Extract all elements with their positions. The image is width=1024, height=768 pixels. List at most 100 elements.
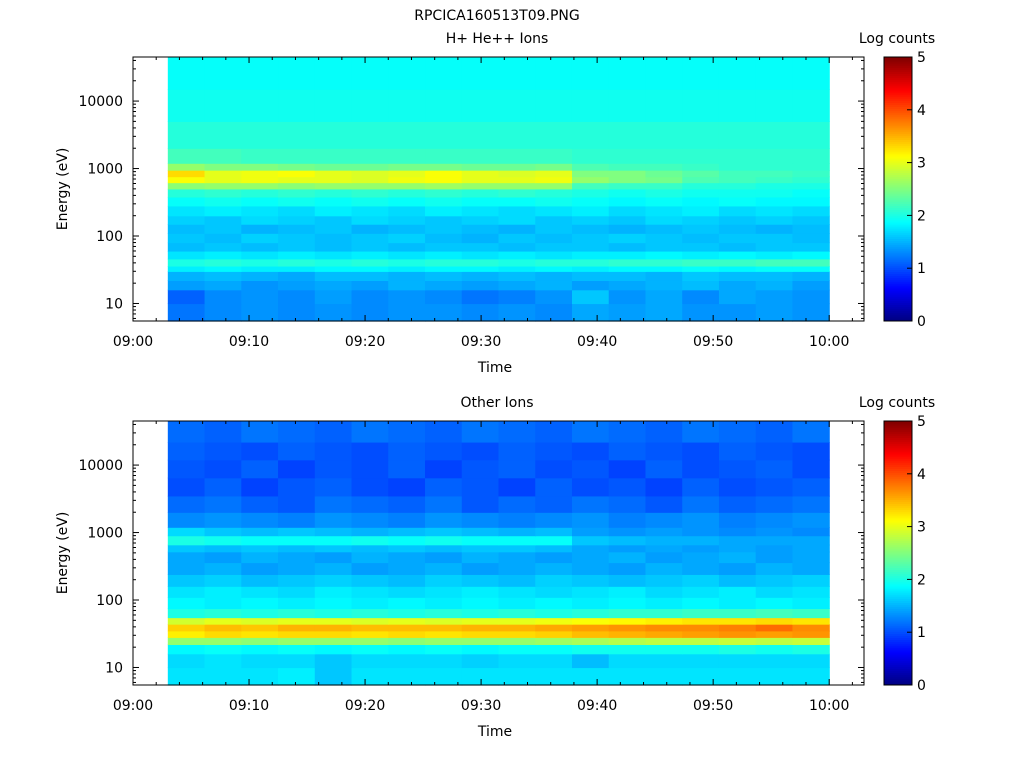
heatmap-cell xyxy=(755,89,794,122)
heatmap-cell xyxy=(608,215,647,225)
heatmap-cell xyxy=(388,637,426,645)
heatmap-cell xyxy=(204,303,242,322)
heatmap-cell xyxy=(571,644,610,655)
x-tick-label: 09:00 xyxy=(113,698,153,714)
heatmap-cell xyxy=(682,224,720,234)
colorbar-segment xyxy=(884,294,912,297)
heatmap-cell xyxy=(645,512,683,528)
heatmap-cell xyxy=(351,265,389,272)
heatmap-cell xyxy=(682,233,720,244)
heatmap-cell xyxy=(351,182,389,190)
heatmap-cell xyxy=(682,441,720,461)
colorbar-segment xyxy=(884,511,912,515)
heatmap-cell xyxy=(755,215,794,225)
heatmap-cell xyxy=(241,653,279,669)
colorbar-segment xyxy=(884,664,912,667)
colorbar-segment xyxy=(884,425,912,428)
heatmap-cell xyxy=(204,617,242,625)
heatmap-cell xyxy=(535,653,573,669)
heatmap-cell xyxy=(314,163,353,171)
heatmap-cell xyxy=(718,57,757,90)
heatmap-cell xyxy=(792,637,830,645)
heatmap-cell xyxy=(755,544,794,553)
heatmap-cell xyxy=(167,289,206,305)
heatmap-cell xyxy=(571,527,610,537)
heatmap-cell xyxy=(645,535,683,546)
colorbar-segment xyxy=(884,110,912,114)
colorbar-segment xyxy=(884,451,912,455)
heatmap-cell xyxy=(755,477,794,497)
heatmap-cell xyxy=(571,586,610,598)
colorbar-segment xyxy=(884,63,912,66)
heatmap-cell xyxy=(792,617,830,625)
heatmap-cell xyxy=(718,653,757,669)
colorbar-segment xyxy=(884,240,912,244)
heatmap-cell xyxy=(718,271,757,281)
heatmap-cell xyxy=(682,495,720,513)
colorbar-segment xyxy=(884,594,912,597)
heatmap-cell xyxy=(204,653,242,669)
heatmap-cell xyxy=(278,265,316,272)
colorbar-segment xyxy=(884,162,912,165)
colorbar-segment xyxy=(884,277,912,281)
heatmap-cell xyxy=(571,233,610,244)
colorbar-segment xyxy=(884,59,912,62)
heatmap-cell xyxy=(571,551,610,564)
heatmap-cell xyxy=(351,233,389,244)
colorbar-segment xyxy=(884,460,912,463)
colorbar-segment xyxy=(884,108,912,112)
heatmap-cell xyxy=(351,242,389,252)
heatmap-cell xyxy=(167,271,206,281)
heatmap-cell xyxy=(755,205,794,217)
heatmap-cell xyxy=(388,233,426,244)
heatmap-cell xyxy=(792,89,830,122)
heatmap-cell xyxy=(167,630,206,638)
heatmap-cell xyxy=(755,617,794,625)
heatmap-cell xyxy=(425,512,463,528)
heatmap-cell xyxy=(498,289,536,305)
heatmap-cell xyxy=(498,121,536,149)
heatmap-cell xyxy=(278,271,316,281)
heatmap-cell xyxy=(425,544,463,553)
heatmap-cell xyxy=(645,271,683,281)
colorbar-segment xyxy=(884,623,912,626)
heatmap-cell xyxy=(425,586,463,598)
colorbar-segment xyxy=(884,423,912,426)
colorbar-segment xyxy=(884,83,912,87)
heatmap-cell xyxy=(682,215,720,225)
heatmap-cell xyxy=(498,477,536,497)
heatmap-cell xyxy=(755,586,794,598)
heatmap-cell xyxy=(682,624,720,632)
heatmap-cell xyxy=(608,224,647,234)
colorbar-segment xyxy=(884,242,912,246)
heatmap-cell xyxy=(204,441,242,461)
x-tick-label: 09:40 xyxy=(577,334,617,350)
colorbar-segment xyxy=(884,85,912,89)
heatmap-cell xyxy=(682,586,720,598)
colorbar-segment xyxy=(884,215,912,219)
heatmap-cell xyxy=(425,624,463,632)
heatmap-cell xyxy=(278,477,316,497)
colorbar-segment xyxy=(884,176,912,180)
heatmap-cell xyxy=(241,562,279,575)
colorbar-segment xyxy=(884,474,912,478)
heatmap-cell xyxy=(718,163,757,171)
heatmap-cell xyxy=(682,265,720,272)
heatmap-cell xyxy=(718,258,757,267)
colorbar-segment xyxy=(884,540,912,544)
heatmap-cell xyxy=(535,170,573,178)
colorbar-segment xyxy=(884,546,912,550)
colorbar-segment xyxy=(884,472,912,476)
heatmap-cell xyxy=(645,630,683,638)
heatmap-cell xyxy=(204,271,242,281)
heatmap-cell xyxy=(608,630,647,638)
heatmap-cell xyxy=(645,215,683,225)
heatmap-cell xyxy=(608,163,647,171)
heatmap-cell xyxy=(608,477,647,497)
heatmap-cell xyxy=(425,121,463,149)
heatmap-cell xyxy=(498,89,536,122)
heatmap-cell xyxy=(645,242,683,252)
heatmap-cell xyxy=(645,586,683,598)
colorbar-tick-label: 2 xyxy=(917,572,926,588)
heatmap-cell xyxy=(792,630,830,638)
